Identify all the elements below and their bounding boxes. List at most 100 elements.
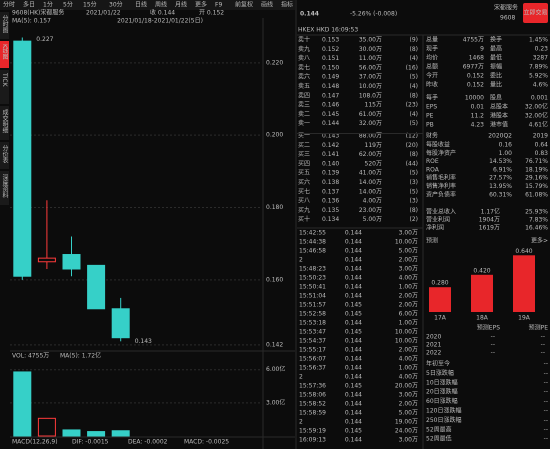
toolbar-item[interactable]: 前复权	[235, 1, 253, 9]
order-count: (16)	[406, 64, 418, 71]
performance-label: 52周最高	[426, 425, 452, 433]
toolbar-item[interactable]: 周线	[155, 1, 167, 9]
macd-label: DIF: -0.0015	[72, 439, 109, 446]
toolbar-item[interactable]: 1分	[43, 1, 53, 9]
side-tab[interactable]: 分价表	[1, 144, 8, 164]
performance-value: --	[544, 370, 548, 377]
stock-code: 9608	[500, 15, 515, 22]
finance-cell: 76.71%	[525, 158, 548, 165]
tick-time: 15:44:38	[299, 239, 326, 246]
side-tab-bg	[0, 70, 9, 104]
date-range: 2021/01/18-2021/01/22(5日)	[117, 18, 203, 25]
forecast-more[interactable]: 更多>	[531, 237, 548, 245]
ma-label: MA(5): 0.157	[12, 18, 51, 25]
order-price: 0.140	[322, 160, 339, 167]
order-price: 0.151	[322, 55, 339, 62]
toolbar-item[interactable]: 5分	[63, 1, 73, 9]
toolbar-item[interactable]: 指标	[281, 1, 293, 9]
tick-time: 15:42:55	[299, 230, 326, 237]
tick-volume: 5.00万	[399, 248, 418, 255]
tick-time: 15:58:52	[299, 401, 326, 408]
y-tick-label: 0.180	[266, 204, 283, 211]
order-label: 买五	[298, 169, 310, 177]
performance-value: --	[544, 436, 548, 443]
tick-time: 15:53:47	[299, 329, 326, 336]
order-label: 买六	[298, 178, 310, 186]
side-tab[interactable]: K线图	[1, 44, 8, 61]
order-count: (20)	[406, 142, 418, 149]
tick-price: 0.144	[345, 248, 362, 255]
kline-info: 2021/01/22	[86, 10, 121, 17]
order-label: 买四	[298, 159, 310, 167]
finance-cell: 0.16	[499, 142, 513, 149]
tick-volume: 19.00万	[395, 419, 418, 426]
tick-price: 0.145	[345, 311, 362, 318]
volume-bar	[37, 417, 56, 437]
side-tab[interactable]: 深度资料	[1, 173, 8, 199]
order-label: 买二	[298, 141, 310, 149]
tick-volume: 1.00万	[399, 320, 418, 327]
side-tab-bg	[0, 41, 9, 68]
market-info: HKEX HKD 16:09:53	[298, 27, 358, 34]
order-qty: 115万	[365, 102, 382, 109]
stat-value: 4.6%	[533, 82, 549, 89]
side-tab[interactable]: TICK	[1, 72, 8, 88]
stat-value: 4755万	[463, 37, 484, 44]
trade-button-bg[interactable]	[523, 3, 548, 23]
toolbar-item[interactable]: 多日	[23, 1, 35, 9]
order-label: 卖十	[298, 36, 310, 44]
toolbar-item[interactable]: 15分	[83, 1, 97, 9]
stat-label: 今开	[426, 72, 438, 80]
volume-bar	[111, 430, 130, 437]
forecast-cell: --	[541, 342, 545, 349]
side-tab[interactable]: 成交明细	[1, 108, 8, 134]
order-count: (2)	[410, 216, 419, 223]
side-tab-bg	[0, 171, 9, 205]
forecast-cell: 2022	[426, 350, 441, 357]
toolbar-item[interactable]: F9	[215, 2, 222, 9]
trade-button[interactable]: 立即交易	[523, 9, 547, 17]
order-price: 0.147	[322, 92, 339, 99]
candle-body	[37, 257, 56, 263]
forecast-header: 预测EPS	[477, 324, 500, 332]
stat-value: 5.92%	[529, 73, 548, 80]
order-count: (8)	[410, 207, 419, 214]
side-tab-bg	[0, 106, 9, 140]
performance-value: --	[544, 417, 548, 424]
finance-cell: 13.95%	[489, 183, 512, 190]
order-label: 卖八	[298, 55, 310, 62]
stat-value: 4.61亿	[529, 121, 548, 129]
candle-body	[13, 40, 32, 277]
finance-cell: ROE	[426, 158, 439, 165]
toolbar-item[interactable]: 月线	[175, 1, 187, 9]
order-label: 卖三	[298, 102, 310, 109]
order-label: 卖二	[298, 111, 310, 118]
performance-value: --	[544, 408, 548, 415]
toolbar-item[interactable]: 分时	[3, 1, 15, 9]
stat-label: 委比	[490, 72, 502, 80]
tick-volume: 3.00万	[399, 266, 418, 273]
income-cell: 营业总收入	[426, 208, 456, 216]
tick-volume: 3.00万	[399, 437, 418, 444]
tick-price: 0.144	[345, 338, 362, 345]
order-qty: 23.00万	[359, 207, 382, 214]
forecast-cell: 2020	[426, 334, 441, 341]
toolbar-item[interactable]: 画线	[261, 1, 273, 9]
finance-cell: 6.91%	[493, 166, 512, 173]
order-qty: 56.00万	[359, 64, 382, 71]
tick-volume: 24.00万	[395, 428, 418, 435]
order-price: 0.134	[322, 216, 339, 223]
tick-time: 15:53:18	[299, 320, 326, 327]
order-label: 卖一	[298, 120, 310, 127]
toolbar-item[interactable]: 日线	[135, 1, 147, 9]
side-tab[interactable]: 分时图	[1, 14, 8, 34]
toolbar-item[interactable]: 30分	[109, 1, 123, 9]
stat-value: 32.00亿	[525, 112, 548, 120]
candle-body	[111, 308, 130, 339]
toolbar-item[interactable]: 更多	[195, 1, 207, 9]
tick-price: 0.145	[345, 428, 362, 435]
tick-volume: 1.00万	[399, 284, 418, 291]
stat-value: 0.152	[467, 82, 484, 89]
tick-price: 0.144	[345, 410, 362, 417]
